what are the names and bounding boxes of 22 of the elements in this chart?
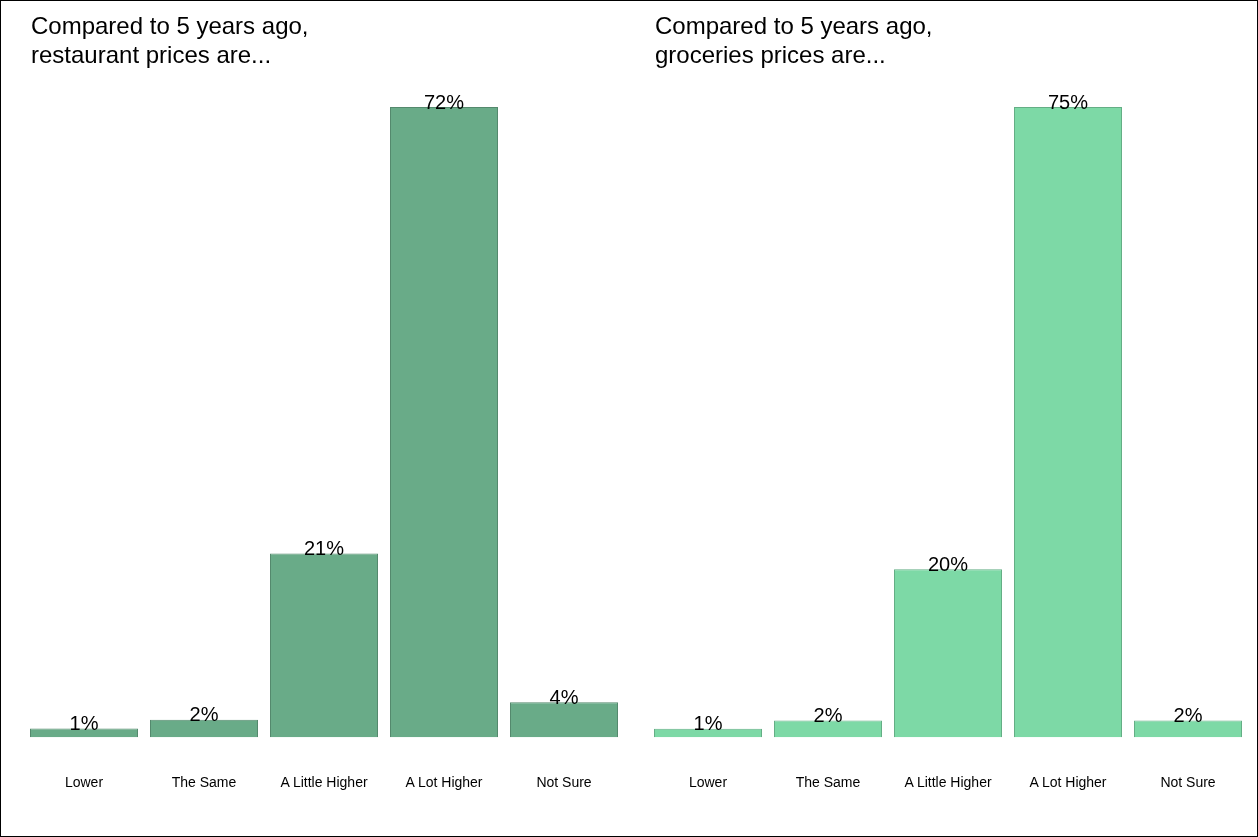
data-label: 1% (693, 712, 723, 735)
data-label: 75% (1047, 90, 1089, 113)
data-label: 4% (549, 685, 579, 708)
x-tick-label: Not Sure (536, 774, 592, 791)
data-label: 21% (303, 536, 345, 559)
chart-title: Compared to 5 years ago, groceries prices are... (655, 11, 934, 69)
data-label: 1% (69, 711, 99, 734)
x-tick-label: Not Sure (1160, 774, 1216, 791)
data-label: 2% (189, 703, 219, 726)
data-label: 20% (927, 552, 969, 575)
x-tick-label: A Little Higher (280, 774, 368, 791)
chart-title: Compared to 5 years ago, restaurant prices are... (31, 11, 310, 69)
x-tick-label: A Lot Higher (1029, 774, 1107, 791)
x-tick-label: The Same (795, 774, 861, 791)
data-label: 72% (423, 90, 465, 113)
x-tick-label: Lower (688, 774, 728, 791)
data-label: 2% (1173, 703, 1203, 726)
x-tick-label: A Lot Higher (405, 774, 483, 791)
x-tick-label: Lower (64, 774, 104, 791)
x-tick-label: A Little Higher (904, 774, 992, 791)
data-label: 2% (813, 703, 843, 726)
x-tick-label: The Same (171, 774, 237, 791)
